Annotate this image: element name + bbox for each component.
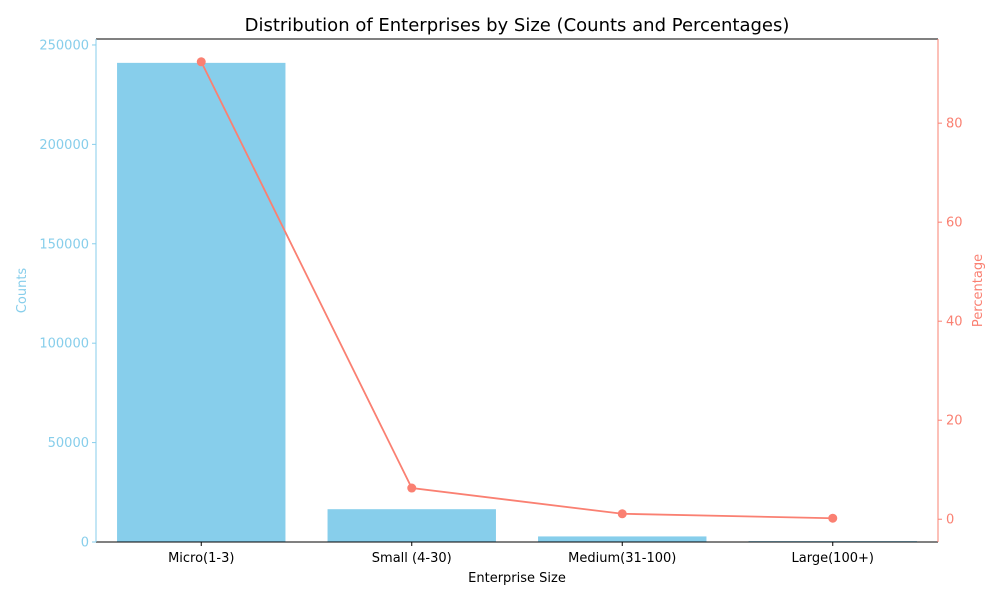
line-series-group — [196, 57, 838, 523]
y-tick-label-0: 0 — [81, 536, 89, 551]
y2-tick-label-4: 80 — [946, 117, 963, 132]
x-tick-label-0: Micro(1-3) — [168, 551, 234, 566]
y2-axis-label: Percentage — [971, 254, 986, 327]
x-tick-label-1: Small (4-30) — [372, 551, 452, 566]
y2-tick-label-2: 40 — [946, 315, 963, 330]
x-axis-label: Enterprise Size — [468, 571, 566, 586]
y-tick-label-1: 50000 — [48, 436, 89, 451]
line-point-2 — [617, 509, 627, 519]
x-tick-label-2: Medium(31-100) — [568, 551, 676, 566]
chart-title: Distribution of Enterprises by Size (Cou… — [245, 15, 790, 36]
y2-tick-label-3: 60 — [946, 216, 963, 231]
bars-group — [117, 62, 917, 543]
y-tick-label-4: 200000 — [39, 138, 89, 153]
y-axis-label: Counts — [15, 268, 30, 314]
bar-0 — [117, 62, 286, 543]
line-point-1 — [407, 483, 417, 493]
percentage-line — [200, 61, 833, 520]
bar-1 — [327, 509, 496, 542]
bar-2 — [538, 536, 707, 542]
line-point-3 — [828, 513, 838, 523]
y2-tick-label-1: 20 — [946, 414, 963, 429]
y-tick-label-3: 150000 — [39, 237, 89, 252]
line-point-0 — [196, 57, 206, 67]
y2-tick-label-0: 0 — [946, 513, 954, 528]
y-tick-label-2: 100000 — [39, 337, 89, 352]
y-tick-label-5: 250000 — [39, 38, 89, 53]
x-tick-label-3: Large(100+) — [792, 551, 874, 566]
axes-group: 0 50000 100000 150000 200000 250000 0 20 40 60 80 M… — [39, 38, 962, 566]
